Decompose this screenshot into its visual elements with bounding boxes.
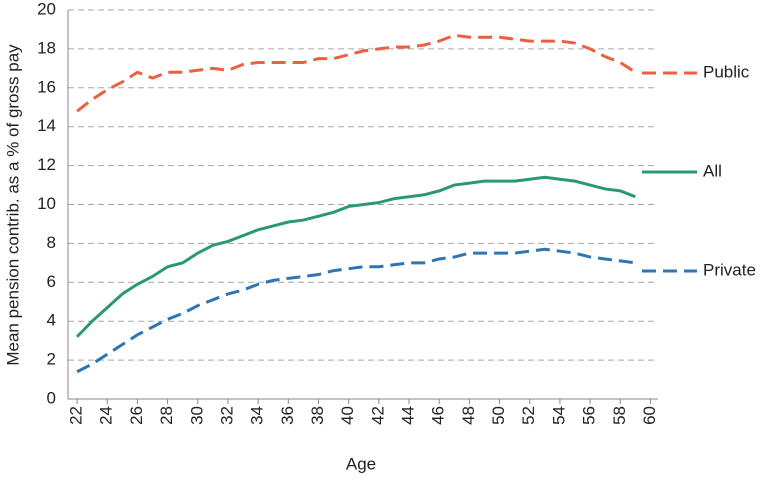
- legend-label: Public: [703, 62, 750, 81]
- y-tick-label: 14: [37, 116, 56, 135]
- y-axis-label: Mean pension contrib. as a % of gross pa…: [3, 44, 22, 366]
- x-tick-label: 48: [459, 406, 478, 425]
- x-tick-label: 30: [187, 406, 206, 425]
- x-tick-label: 44: [399, 406, 418, 425]
- x-tick-label: 60: [640, 406, 659, 425]
- y-tick-label: 4: [47, 311, 56, 330]
- y-tick-label: 12: [37, 155, 56, 174]
- x-tick-label: 34: [248, 406, 267, 425]
- y-tick-label: 8: [47, 233, 56, 252]
- x-tick-label: 52: [519, 406, 538, 425]
- x-tick-label: 36: [278, 406, 297, 425]
- x-axis-label: Age: [346, 454, 376, 473]
- x-tick-label: 56: [580, 406, 599, 425]
- x-tick-label: 32: [217, 406, 236, 425]
- y-tick-label: 6: [47, 272, 56, 291]
- x-tick-label: 28: [157, 406, 176, 425]
- x-tick-label: 38: [308, 406, 327, 425]
- x-tick-label: 46: [429, 406, 448, 425]
- series-line: [76, 33, 637, 113]
- x-tick-label: 50: [489, 406, 508, 425]
- x-tick-label: 22: [67, 406, 86, 425]
- legend-label: All: [703, 161, 722, 180]
- y-tick-label: 0: [47, 388, 56, 407]
- x-tick-label: 58: [610, 406, 629, 425]
- x-tick-label: 54: [549, 406, 568, 425]
- y-tick-label: 18: [37, 38, 56, 57]
- x-tick-label: 40: [338, 406, 357, 425]
- x-tick-label: 42: [368, 406, 387, 425]
- legend-label: Private: [703, 260, 756, 279]
- y-tick-label: 16: [37, 77, 56, 96]
- series-line: [76, 247, 636, 374]
- x-tick-label: 26: [127, 406, 146, 425]
- series-line: [75, 175, 636, 338]
- y-tick-label: 20: [37, 0, 56, 18]
- y-tick-label: 2: [47, 350, 56, 369]
- y-tick-label: 10: [37, 194, 56, 213]
- x-tick-label: 24: [97, 406, 116, 425]
